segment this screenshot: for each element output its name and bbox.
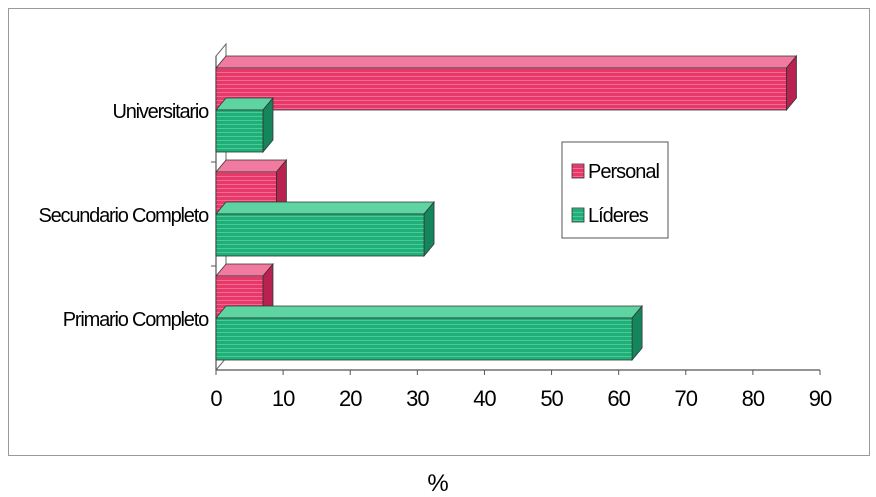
x-tick-label: 60 [607,386,630,411]
legend-swatch [571,207,585,223]
bar-front [215,109,264,153]
labels: 0 10 20 30 40 50 60 70 80 90 Universitario Secundar… [38,101,833,411]
category-label: Universitario [112,101,209,123]
x-tick-label: 80 [742,386,765,411]
bar-líderes-1 [215,200,435,258]
x-tick-label: 20 [339,386,362,411]
bar-líderes-0 [215,96,274,154]
x-tick-label: 90 [809,386,832,411]
bar-front [215,213,425,257]
x-tick-label: 0 [210,386,222,411]
bar-top [215,305,643,319]
x-tick-label: 70 [675,386,698,411]
bar-front [215,67,787,111]
legend-label: Líderes [588,205,649,227]
bar-personal-0 [215,54,798,112]
x-tick-label: 40 [473,386,496,411]
x-tick-label: 10 [272,386,295,411]
bar-front [215,317,633,361]
legend: Personal Líderes [561,141,669,239]
bar-líderes-2 [215,304,643,362]
bar-top [215,55,798,69]
legend-label: Personal [588,161,659,183]
x-axis-title: % [427,470,449,497]
category-label: Secundario Completo [38,205,209,227]
x-tick-label: 30 [406,386,429,411]
x-tick-label: 50 [540,386,563,411]
legend-swatch [571,163,585,179]
bar-top [215,159,288,173]
bar-top [215,201,435,215]
category-label: Primario Completo [63,309,209,331]
bars [215,54,798,362]
